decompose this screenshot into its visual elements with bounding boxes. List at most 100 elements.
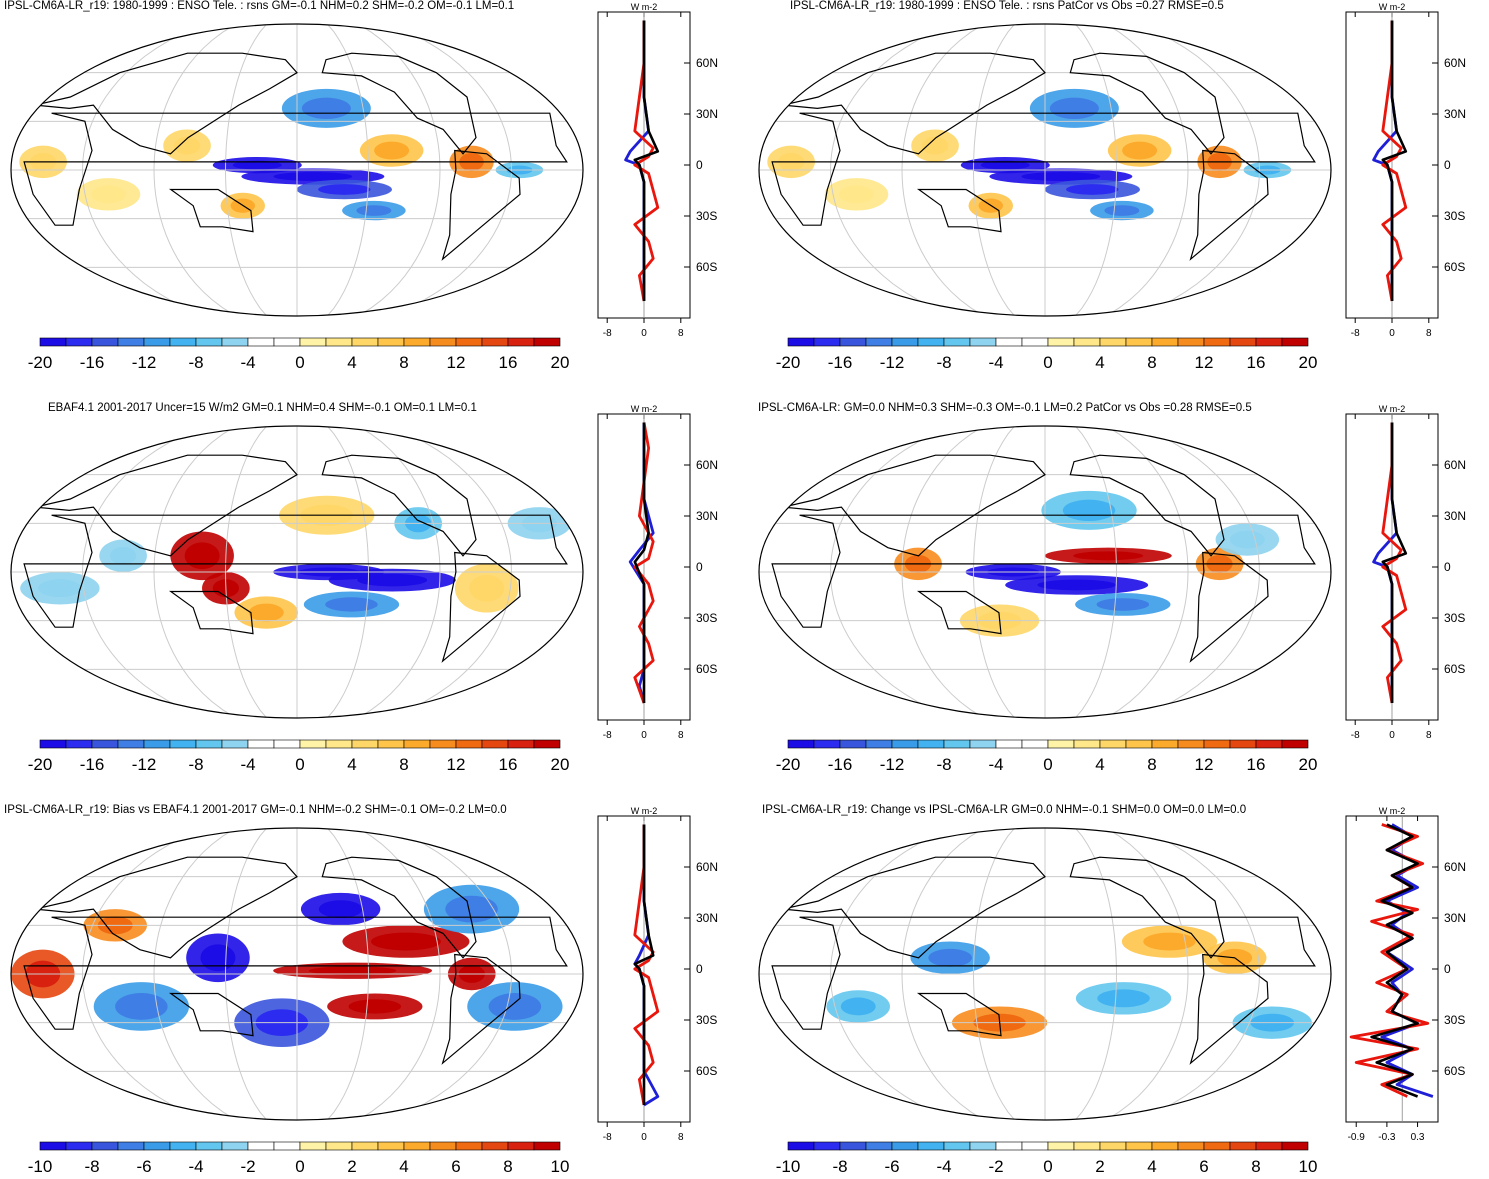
colorbar-tick-label: 12 [1195, 353, 1214, 372]
zonal-mean-plot: W m-2 -8 0 8 60N 30N 0 30S 60S [597, 806, 718, 1143]
colorbar: -20 -16 -12 -8 -4 0 4 8 12 16 20 [28, 739, 570, 774]
coastline [168, 188, 254, 233]
anomaly-core [839, 185, 874, 204]
zonal-frame [1345, 815, 1439, 1123]
zonal-ytick-label: 30N [696, 509, 718, 523]
colorbar-cell [299, 739, 327, 749]
panel-2: IPSL-CM6A-LR_r19: 1980-1999 : ENSO Tele.… [748, 0, 1489, 393]
colorbar-cell [1255, 337, 1283, 347]
colorbar-tick-label: -8 [188, 755, 203, 774]
zonal-mean-plot: W m-2 -0.9 -0.3 0.3 60N 30N 0 30S 60S [1345, 806, 1466, 1143]
colorbar-cell [787, 337, 815, 347]
zonal-unit-label: W m-2 [631, 806, 658, 816]
colorbar-cell [891, 739, 919, 749]
colorbar-cell [169, 337, 197, 347]
colorbar-cell [273, 337, 301, 347]
colorbar-cell [195, 739, 223, 749]
graticule-meridian [224, 828, 268, 1120]
colorbar-cell [39, 1141, 67, 1151]
zonal-xtick-label: 8 [1426, 328, 1432, 339]
colorbar-cell [1021, 1141, 1049, 1151]
colorbar-cell [351, 1141, 379, 1151]
colorbar-cell [1229, 337, 1257, 347]
colorbar-cell [1125, 1141, 1153, 1151]
colorbar-cell [247, 337, 275, 347]
anomaly-core [357, 573, 428, 587]
anomaly-core [840, 997, 876, 1016]
coastline [441, 149, 521, 261]
colorbar-tick-label: 0 [295, 1157, 304, 1176]
anomaly-core [1104, 205, 1140, 216]
colorbar-cell [65, 337, 93, 347]
colorbar-tick-label: 8 [399, 353, 408, 372]
colorbar-tick-label: -4 [188, 1157, 203, 1176]
colorbar-cell [813, 1141, 841, 1151]
colorbar: -20 -16 -12 -8 -4 0 4 8 12 16 20 [28, 337, 569, 372]
graticule-meridian [153, 426, 237, 718]
zonal-ytick-label: 30S [696, 209, 717, 223]
anomaly-core [469, 574, 505, 602]
anomaly-core [348, 999, 402, 1014]
colorbar-tick-label: -8 [84, 1157, 99, 1176]
coastline [783, 856, 1046, 959]
anomaly-core [110, 546, 137, 565]
coastline [441, 551, 521, 663]
colorbar-cell [117, 1141, 145, 1151]
colorbar-tick-label: 6 [451, 1157, 460, 1176]
zonal-ytick-label: 60N [696, 860, 718, 874]
anomaly-core [273, 172, 353, 181]
anomaly-core [232, 160, 282, 170]
colorbar-tick-label: 20 [551, 755, 570, 774]
coastline [783, 52, 1046, 155]
colorbar-tick-label: 12 [447, 353, 466, 372]
zonal-xtick-label: -0.3 [1378, 1132, 1396, 1143]
map [11, 828, 583, 1120]
coastline [441, 953, 521, 1065]
colorbar-cell [299, 1141, 327, 1151]
zonal-xtick-label: 0 [641, 328, 647, 339]
colorbar-cell [429, 337, 457, 347]
colorbar-tick-label: 16 [1247, 755, 1266, 774]
anomaly-core [184, 542, 220, 570]
colorbar-cell [481, 1141, 509, 1151]
colorbar-cell [117, 337, 145, 347]
colorbar-cell [1047, 337, 1075, 347]
graticule-meridian [224, 24, 268, 316]
panel-title: IPSL-CM6A-LR: GM=0.0 NHM=0.3 SHM=-0.3 OM… [758, 402, 1252, 414]
anomaly-core [488, 993, 542, 1020]
colorbar-cell [221, 739, 249, 749]
colorbar-cell [1099, 1141, 1127, 1151]
coastline [1069, 856, 1225, 959]
coastline [321, 52, 477, 155]
colorbar-tick-label: -4 [988, 353, 1003, 372]
colorbar-cell [969, 739, 997, 749]
colorbar-tick-label: 6 [1199, 1157, 1208, 1176]
graticule-meridian [153, 828, 237, 1120]
coastline [1069, 454, 1225, 557]
zonal-line-other [1370, 823, 1419, 1098]
colorbar-cell [839, 1141, 867, 1151]
colorbar-cell [917, 337, 945, 347]
zonal-ytick-label: 60N [1444, 56, 1466, 70]
colorbar-cell [1151, 1141, 1179, 1151]
graticule-meridian [972, 828, 1016, 1120]
colorbar-cell [1203, 1141, 1231, 1151]
colorbar-tick-label: -12 [880, 353, 905, 372]
coastline [916, 590, 1002, 635]
colorbar-cell [839, 337, 867, 347]
panel-title: IPSL-CM6A-LR_r19: Bias vs EBAF4.1 2001-2… [4, 804, 507, 816]
panel-5: IPSL-CM6A-LR_r19: Bias vs EBAF4.1 2001-2… [0, 804, 744, 1179]
panel-title: IPSL-CM6A-LR_r19: 1980-1999 : ENSO Tele.… [4, 0, 515, 12]
colorbar-tick-label: 0 [295, 353, 304, 372]
colorbar-cell [995, 337, 1023, 347]
zonal-xtick-label: -8 [1351, 730, 1360, 741]
graticule-meridian [972, 426, 1016, 718]
colorbar-cell [813, 739, 841, 749]
colorbar-cell [143, 1141, 171, 1151]
colorbar-tick-label: 8 [1147, 353, 1156, 372]
colorbar-cell [1125, 739, 1153, 749]
colorbar-cell [917, 1141, 945, 1151]
colorbar-tick-label: 16 [1247, 353, 1266, 372]
colorbar-tick-label: 12 [447, 755, 466, 774]
colorbar-cell [91, 337, 119, 347]
